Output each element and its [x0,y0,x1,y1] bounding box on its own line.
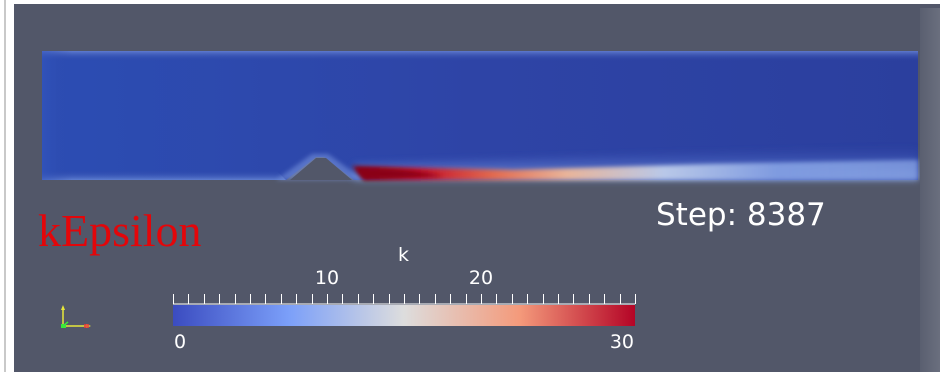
colorbar-tick-label: 30 [609,331,634,353]
channel-domain [42,51,918,180]
wake-core [356,168,444,179]
step-value: 8387 [746,197,826,233]
colorbar-gradient [173,305,635,326]
flow-field [42,51,918,180]
case-title: kEpsilon [38,205,202,256]
step-counter: Step: 8387 [656,200,826,231]
axis-x-tip [84,324,89,328]
colorbar-tick-label: 0 [174,331,187,353]
colorbar[interactable] [173,305,635,326]
axis-y-arrow [61,305,65,310]
window-top-edge [14,0,940,4]
bottom-wall-layer-left [42,170,286,180]
render-viewport[interactable]: kEpsilon Step: 8387 k 0 10 20 30 [14,4,940,372]
viewport-right-shade [920,8,940,372]
colorbar-tick-label: 10 [314,267,340,289]
top-wall-layer [42,51,918,61]
colorbar-tick-label: 20 [468,267,494,289]
bump-obstacle [290,158,352,180]
window-border [4,0,6,372]
inlet-layer [42,51,72,180]
colorbar-title: k [398,244,410,266]
orientation-axes-icon[interactable] [54,300,94,336]
axis-origin [61,324,66,328]
colorbar-ticks [173,294,636,305]
wake-region [352,160,918,180]
window-left-edge [0,0,14,372]
step-label: Step: [656,197,738,233]
